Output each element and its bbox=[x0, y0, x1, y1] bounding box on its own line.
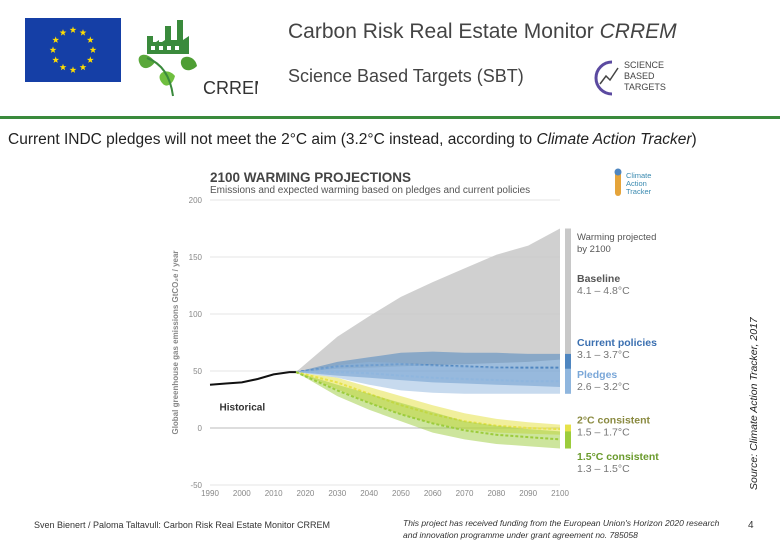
historical-line bbox=[209, 371, 296, 386]
range-bar-baseline bbox=[565, 228, 571, 360]
band-name-2-c-consistent: 2°C consistent bbox=[577, 414, 651, 426]
eu-star-icon bbox=[86, 56, 94, 63]
header-divider bbox=[0, 116, 780, 119]
page-subtitle: Science Based Targets (SBT) bbox=[288, 66, 524, 86]
x-tick-label: 2080 bbox=[487, 489, 505, 498]
sbt-logo-line-1: SCIENCE bbox=[624, 60, 664, 70]
y-tick-label: 100 bbox=[189, 310, 203, 319]
eu-star-icon bbox=[89, 46, 97, 53]
band-name-1-5-c-consistent: 1.5°C consistent bbox=[577, 451, 659, 463]
eu-star-icon bbox=[79, 29, 87, 36]
chart-title: 2100 WARMING PROJECTIONS bbox=[210, 170, 411, 185]
x-tick-label: 2050 bbox=[392, 489, 410, 498]
y-tick-label: -50 bbox=[190, 481, 202, 490]
intro-statement: Current INDC pledges will not meet the 2… bbox=[8, 131, 697, 148]
sbt-logo-line-3: TARGETS bbox=[624, 82, 666, 92]
eu-star-icon bbox=[79, 63, 87, 71]
y-tick-label: 150 bbox=[189, 253, 203, 262]
band-name-pledges: Pledges bbox=[577, 369, 617, 381]
range-bar-2-c-consistent bbox=[565, 424, 571, 435]
eu-star-icon bbox=[69, 26, 77, 33]
warming-heading-line-1: Warming projected bbox=[577, 232, 656, 243]
x-tick-label: 2070 bbox=[456, 489, 474, 498]
x-tick-label: 2040 bbox=[360, 489, 378, 498]
crrem-logo-text: CRREM bbox=[203, 78, 258, 98]
band-range-pledges: 2.6 – 3.2°C bbox=[577, 381, 630, 393]
y-tick-label: 50 bbox=[193, 367, 202, 376]
band-range-2-c-consistent: 1.5 – 1.7°C bbox=[577, 426, 630, 438]
warming-heading-line-2: by 2100 bbox=[577, 244, 611, 255]
y-tick-label: 0 bbox=[198, 424, 203, 433]
x-tick-label: 2090 bbox=[519, 489, 537, 498]
warming-heading: Warming projected by 2100 bbox=[577, 232, 656, 255]
eu-flag-logo bbox=[25, 18, 121, 82]
cat-logo-line-3: Tracker bbox=[626, 187, 652, 196]
band-1-5-c-consistent bbox=[295, 372, 560, 449]
sbt-logo: SCIENCE BASED TARGETS bbox=[590, 54, 685, 100]
cat-logo-line-2: Action bbox=[626, 179, 647, 188]
page-title: Carbon Risk Real Estate Monitor CRREM bbox=[288, 20, 677, 43]
eu-star-icon bbox=[59, 29, 67, 36]
x-tick-label: 2030 bbox=[328, 489, 346, 498]
eu-star-icon bbox=[59, 63, 67, 71]
eu-stars bbox=[49, 26, 97, 73]
crrem-logo: CRREM bbox=[133, 14, 269, 100]
x-tick-label: 2010 bbox=[265, 489, 283, 498]
eu-star-icon bbox=[69, 66, 77, 73]
climate-action-tracker-logo: Climate Action Tracker bbox=[614, 168, 652, 196]
historical-label: Historical bbox=[220, 402, 266, 413]
y-tick-label: 200 bbox=[189, 196, 203, 205]
band-range-baseline: 4.1 – 4.8°C bbox=[577, 285, 630, 297]
eu-star-icon bbox=[49, 46, 57, 53]
median-pledges bbox=[295, 371, 560, 383]
eu-star-icon bbox=[52, 56, 60, 63]
cat-logo-line-1: Climate bbox=[626, 171, 651, 180]
band-range-1-5-c-consistent: 1.3 – 1.5°C bbox=[577, 463, 630, 475]
sbt-logo-line-2: BASED bbox=[624, 71, 655, 81]
x-tick-label: 2060 bbox=[424, 489, 442, 498]
warming-projections-chart: 2100 WARMING PROJECTIONS Emissions and e… bbox=[171, 168, 659, 498]
x-tick-label: 2000 bbox=[233, 489, 251, 498]
band-baseline bbox=[295, 228, 560, 373]
page-number: 4 bbox=[748, 520, 754, 531]
y-axis-label: Global greenhouse gas emissions GtCO₂e /… bbox=[171, 250, 180, 434]
band-name-baseline: Baseline bbox=[577, 273, 620, 285]
band-name-current-policies: Current policies bbox=[577, 337, 657, 349]
eu-star-icon bbox=[86, 36, 94, 43]
chart-subtitle: Emissions and expected warming based on … bbox=[210, 185, 530, 196]
band-2-c-consistent bbox=[295, 372, 560, 435]
range-bar-1-5-c-consistent bbox=[565, 431, 571, 449]
eu-star-icon bbox=[52, 36, 60, 43]
x-tick-label: 1990 bbox=[201, 489, 219, 498]
x-tick-label: 2100 bbox=[551, 489, 569, 498]
footer-authors: Sven Bienert / Paloma Taltavull: Carbon … bbox=[34, 520, 330, 530]
source-note: Source: Climate Action Tracker, 2017 bbox=[748, 317, 760, 490]
footer-funding-note: This project has received funding from t… bbox=[403, 518, 720, 540]
x-tick-label: 2020 bbox=[297, 489, 315, 498]
band-range-current-policies: 3.1 – 3.7°C bbox=[577, 349, 630, 361]
median-1-5-c-consistent bbox=[295, 371, 561, 441]
range-bar-pledges bbox=[565, 368, 571, 394]
